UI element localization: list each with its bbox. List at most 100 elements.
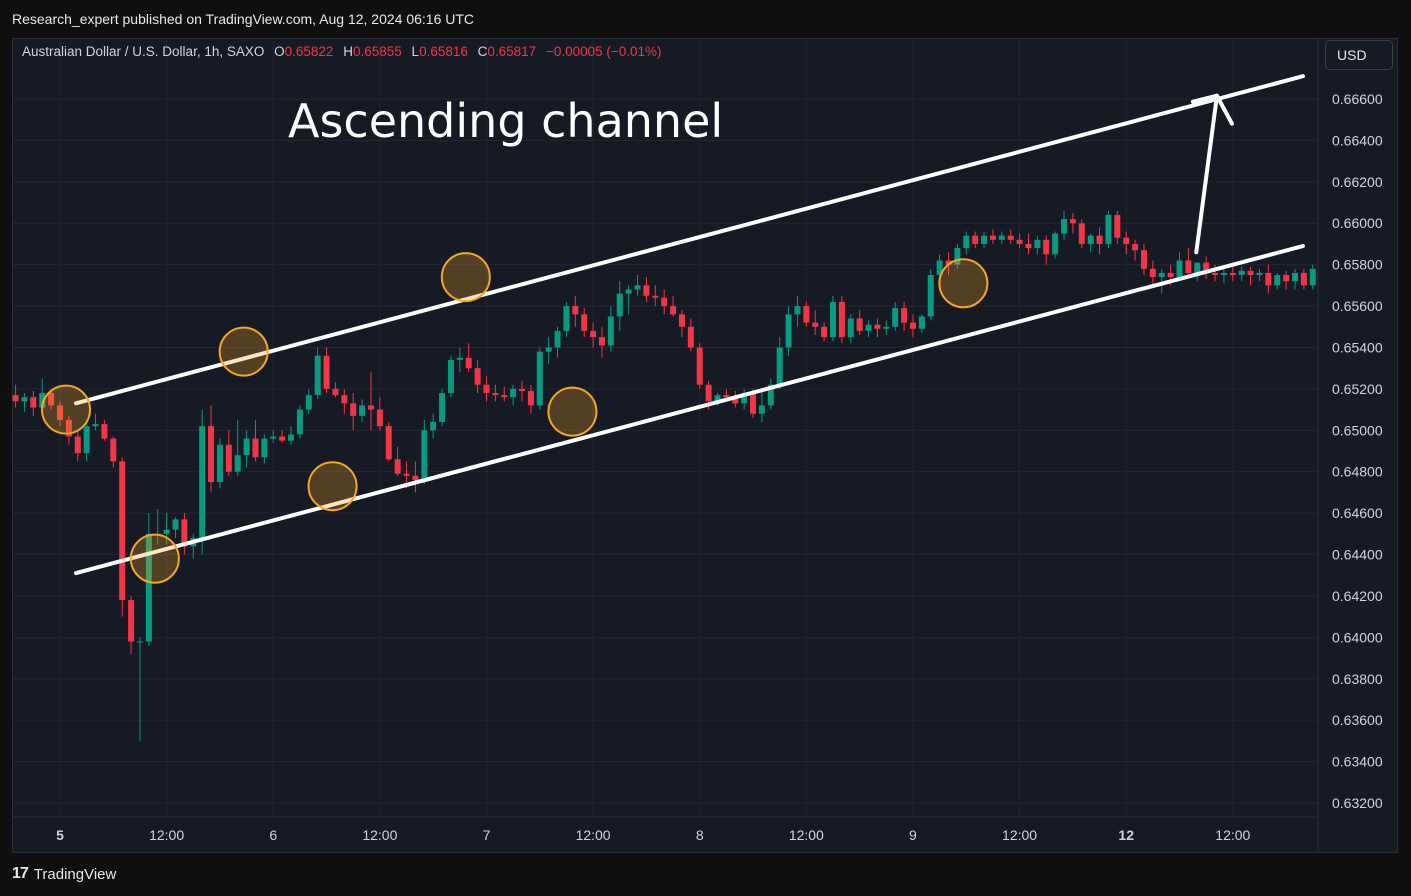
candle-body	[1309, 268, 1316, 286]
candle-body	[936, 260, 943, 275]
candle-body	[918, 316, 925, 329]
candle-body	[883, 326, 890, 329]
candle	[634, 275, 641, 296]
candle-body	[332, 388, 339, 396]
candle	[625, 285, 632, 315]
candle	[492, 384, 499, 402]
candle-body	[1140, 250, 1147, 269]
candle-body	[972, 235, 979, 244]
touch-point-marker	[440, 252, 491, 303]
candle	[581, 308, 588, 338]
candle	[341, 388, 348, 414]
candle-body	[1292, 272, 1299, 282]
candle	[243, 430, 250, 468]
chart-title: Ascending channel	[288, 94, 724, 148]
time-tick-label: 7	[483, 827, 491, 843]
candle-body	[483, 384, 490, 394]
candle	[30, 390, 37, 416]
candle-body	[1034, 239, 1041, 249]
candle	[421, 419, 428, 485]
candle	[1132, 239, 1139, 261]
candle-body	[1052, 233, 1059, 255]
candle	[261, 434, 268, 464]
candle	[670, 295, 677, 317]
candle	[350, 393, 357, 431]
candle-body	[696, 347, 703, 385]
candle	[838, 295, 845, 344]
candle-body	[1087, 235, 1094, 244]
candle-body	[661, 297, 668, 307]
candle	[234, 419, 241, 476]
candle	[110, 436, 117, 468]
candle-body	[216, 444, 223, 483]
price-tick-label: 0.65800	[1332, 257, 1383, 273]
candle-body	[456, 357, 463, 360]
candle	[590, 322, 597, 348]
candle-body	[501, 395, 508, 398]
candle	[163, 513, 170, 545]
candle	[501, 386, 508, 402]
candle	[607, 306, 614, 352]
candle	[1078, 219, 1085, 249]
candle-body	[1229, 272, 1236, 275]
candle-body	[296, 409, 303, 435]
candle	[128, 595, 135, 654]
candle-body	[1283, 275, 1290, 282]
candle-body	[581, 314, 588, 331]
candle-body	[465, 357, 472, 369]
candle	[758, 388, 765, 423]
brand-name: TradingView	[33, 865, 117, 883]
candle	[323, 347, 330, 394]
high-value: 0.65855	[352, 44, 402, 59]
close-label: C	[477, 44, 488, 59]
candle-body	[1300, 272, 1307, 286]
candle-body	[492, 393, 499, 396]
candle	[741, 388, 748, 410]
candle	[812, 310, 819, 336]
candle-body	[225, 444, 232, 472]
candle	[1158, 268, 1165, 294]
candle	[1220, 268, 1227, 284]
open-value: 0.65822	[284, 44, 334, 59]
touch-point-marker	[129, 533, 180, 584]
candle-body	[856, 318, 863, 331]
candle-body	[794, 306, 801, 315]
candle-body	[279, 436, 286, 441]
grid-lines	[13, 39, 1318, 817]
currency-button[interactable]: USD	[1325, 40, 1393, 70]
candle	[821, 322, 828, 342]
candle-body	[1069, 219, 1076, 224]
candle	[199, 409, 206, 555]
candle	[527, 384, 534, 414]
candle-body	[545, 347, 552, 352]
candle	[314, 347, 321, 400]
touch-point-marker	[307, 461, 358, 512]
candle	[572, 295, 579, 327]
candle-body	[243, 438, 250, 456]
candle	[1309, 264, 1316, 290]
candle-body	[1256, 272, 1263, 275]
candle-body	[421, 430, 428, 480]
candle-body	[634, 285, 641, 290]
price-tick-label: 0.65000	[1332, 422, 1383, 438]
candle-body	[74, 436, 81, 454]
candle-body	[1061, 219, 1068, 234]
candle-body	[1149, 268, 1156, 278]
candle-body	[1238, 270, 1245, 275]
candle	[1185, 248, 1192, 278]
candle	[270, 430, 277, 443]
candle-body	[1194, 262, 1201, 273]
candle-body	[110, 438, 117, 462]
publish-note: Research_expert published on TradingView…	[12, 11, 475, 27]
price-tick-label: 0.66400	[1332, 132, 1383, 148]
candle-body	[803, 306, 810, 323]
chart-panel[interactable]	[12, 38, 1398, 853]
candle	[279, 430, 286, 443]
candle-body	[145, 533, 152, 642]
candle-body	[616, 293, 623, 317]
candle-body	[732, 397, 739, 404]
candle	[1300, 268, 1307, 290]
candle	[1052, 231, 1059, 259]
price-tick-label: 0.63800	[1332, 671, 1383, 687]
